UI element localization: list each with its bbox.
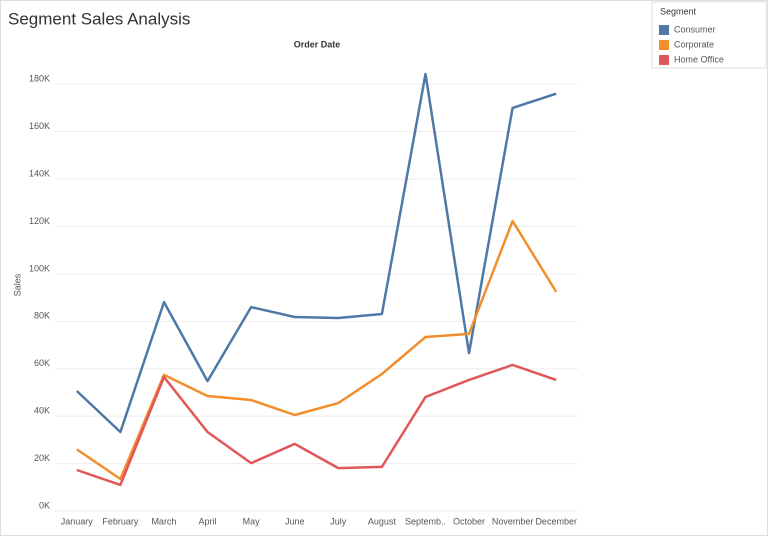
x-tick-label: May	[243, 516, 261, 526]
x-tick-label: November	[492, 516, 534, 526]
legend-label: Home Office	[674, 54, 724, 64]
y-tick-label: 20K	[34, 453, 50, 463]
x-tick-label: February	[102, 516, 139, 526]
y-tick-label: 0K	[39, 500, 50, 510]
chart-title: Segment Sales Analysis	[8, 9, 190, 28]
legend-title: Segment	[660, 6, 697, 16]
legend-label: Corporate	[674, 39, 714, 49]
legend-box	[651, 1, 767, 69]
y-tick-label: 140K	[29, 168, 50, 178]
x-tick-label: January	[61, 516, 94, 526]
x-tick-label: March	[151, 516, 176, 526]
x-tick-label: June	[285, 516, 305, 526]
legend-swatch	[659, 25, 669, 35]
y-tick-label: 40K	[34, 406, 50, 416]
x-tick-label: July	[330, 516, 347, 526]
y-tick-label: 180K	[29, 74, 50, 84]
y-tick-label: 160K	[29, 121, 50, 131]
x-header: Order Date	[294, 39, 341, 49]
x-tick-label: April	[199, 516, 217, 526]
legend-label: Consumer	[674, 24, 716, 34]
legend-swatch	[659, 40, 669, 50]
x-tick-label: August	[368, 516, 397, 526]
series-line	[75, 72, 557, 434]
legend-swatch	[659, 55, 669, 65]
y-tick-label: 100K	[29, 263, 50, 273]
x-tick-label: Septemb..	[405, 516, 446, 526]
x-tick-label: October	[453, 516, 485, 526]
y-tick-label: 80K	[34, 311, 50, 321]
y-tick-label: 60K	[34, 358, 50, 368]
x-tick-label: December	[535, 516, 577, 526]
series-line	[76, 363, 557, 487]
y-tick-label: 120K	[29, 216, 50, 226]
y-axis-title: Sales	[12, 273, 22, 296]
